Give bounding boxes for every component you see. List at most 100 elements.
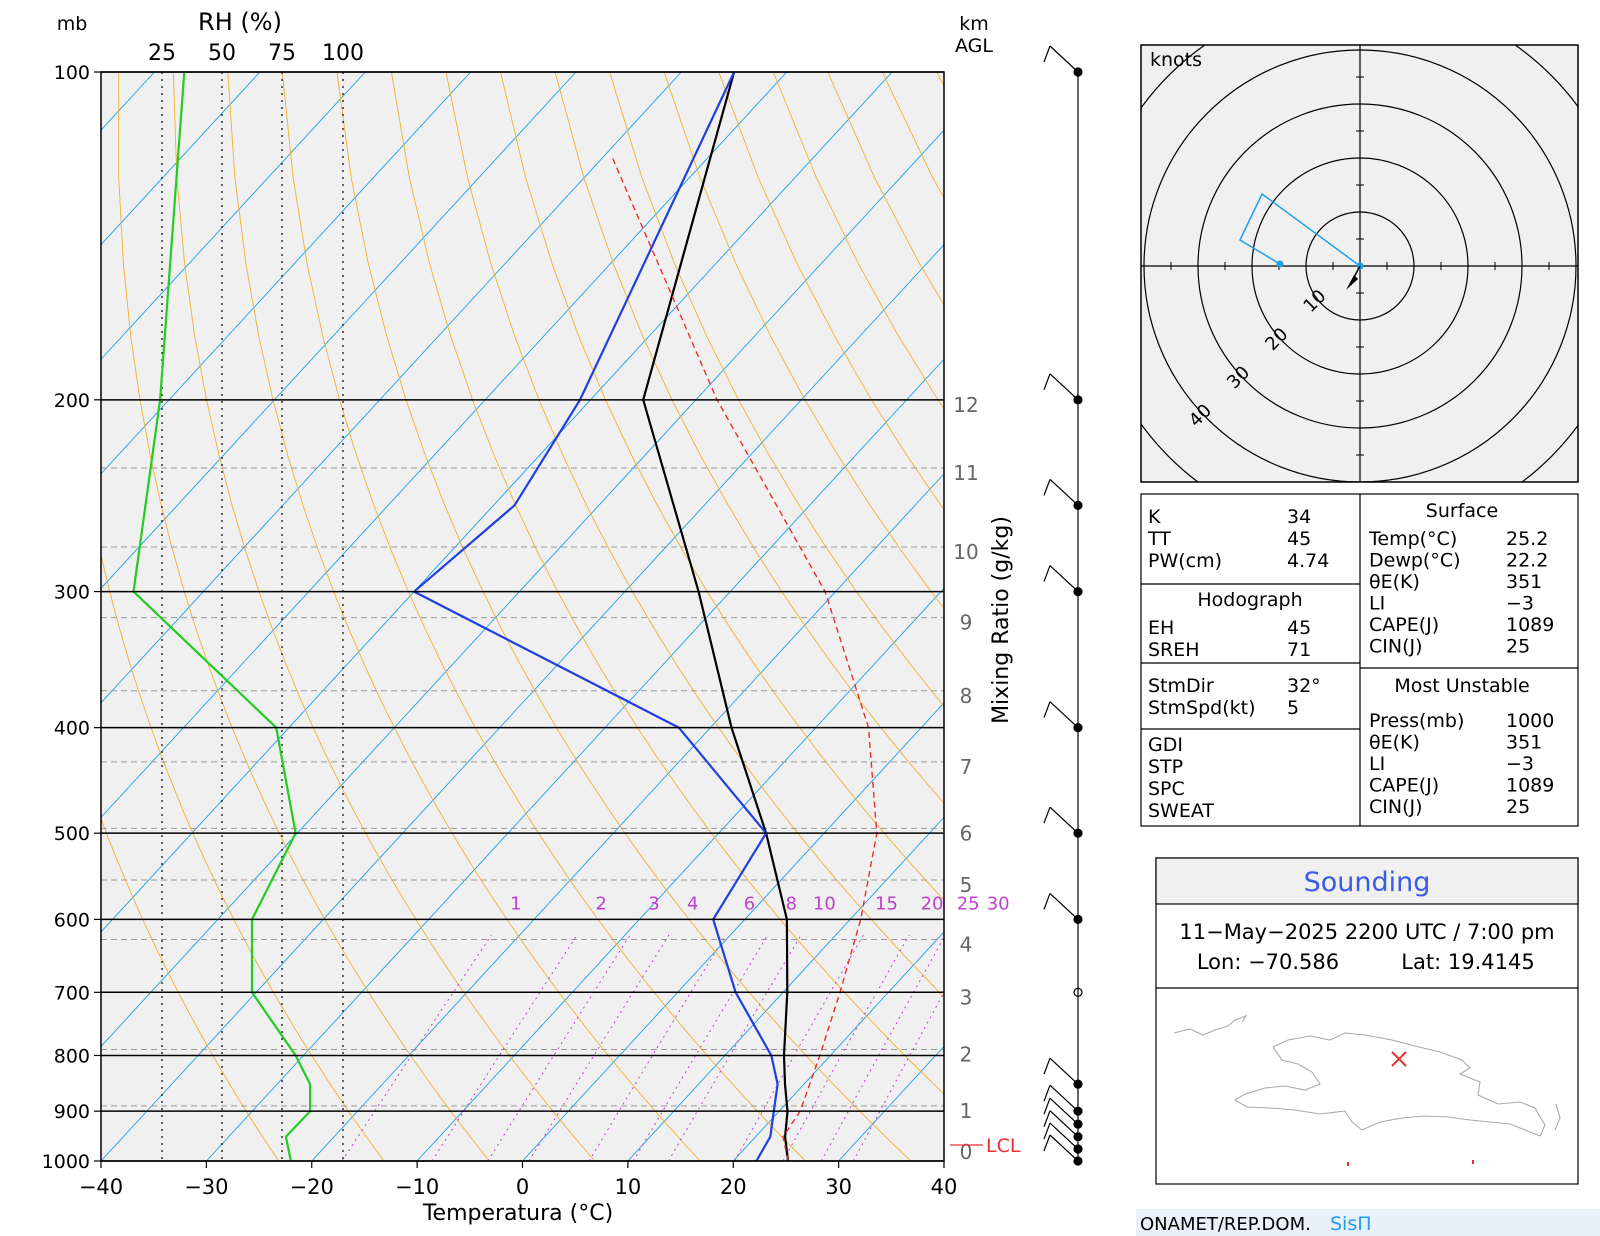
wind-barb-feather	[1043, 1110, 1051, 1127]
index-label: EH	[1148, 617, 1174, 639]
dry-adiabat-line	[1591, 72, 1600, 1161]
pressure-tick-label: 600	[54, 909, 90, 931]
rh-tick-75: 75	[268, 41, 296, 66]
map-coast-east	[1554, 1103, 1561, 1131]
temperature-tick-label: 30	[825, 1175, 852, 1199]
index-label: StmDir	[1148, 675, 1214, 697]
index-value: 351	[1506, 571, 1542, 593]
pressure-tick-labels: 100 200 300 400 500 600 700 800 900 1000	[42, 62, 90, 1173]
index-value: 34	[1287, 506, 1311, 528]
height-tick-label: 1	[960, 1099, 973, 1123]
index-label: SPC	[1148, 778, 1185, 800]
indices-values: K 34 TT 45 PW(cm) 4.74 Hodograph EH 45 SREH 71 StmD…	[1147, 500, 1554, 822]
pressure-tick-label: 1000	[42, 1151, 90, 1173]
isotherm-line	[101, 72, 577, 589]
lcl-label: LCL	[986, 1135, 1021, 1157]
isotherm-line	[101, 72, 471, 475]
index-value: 25	[1506, 796, 1530, 818]
wind-barb-shaft	[1049, 1097, 1079, 1125]
temperature-tick-label: −30	[184, 1175, 228, 1199]
mixing-ratio-tick-label: 15	[875, 893, 898, 914]
storm-motion-arrow	[1346, 275, 1358, 290]
wind-barbs	[1043, 45, 1083, 1166]
hodograph-trace	[1239, 192, 1361, 267]
isotherm-line	[311, 473, 944, 1161]
map-coast-west	[1173, 1014, 1248, 1036]
wind-barb-feather	[1043, 1122, 1051, 1140]
mb-label: mb	[57, 13, 88, 35]
mixing-ratio-tick-label: 25	[957, 893, 980, 914]
height-tick-label: 6	[960, 821, 973, 845]
wind-barb-feather	[1043, 45, 1051, 63]
sounding-lon: Lon: −70.586	[1197, 950, 1339, 974]
mixing-ratio-axis-title: Mixing Ratio (g/kg)	[989, 516, 1014, 724]
km-label: km	[959, 13, 989, 35]
height-tick-label: 3	[960, 985, 973, 1009]
index-value: 5	[1287, 697, 1299, 719]
wind-barb-shaft	[1049, 1122, 1079, 1150]
dry-adiabat-line	[172, 72, 596, 1161]
mixing-ratio-line	[588, 934, 727, 1161]
hodograph-point	[1276, 260, 1284, 268]
wind-barb-shaft	[1049, 1134, 1079, 1162]
pressure-tick-label: 200	[54, 390, 90, 412]
mixing-ratio-tick-labels: 1 2 3 4 6 8 10 15 20 25 30	[510, 893, 1009, 914]
isotherm-line	[732, 931, 944, 1161]
index-value: 25.2	[1506, 528, 1548, 550]
plot-background	[101, 72, 944, 1161]
pressure-tick-label: 800	[54, 1045, 90, 1067]
index-label: K	[1148, 506, 1161, 528]
wind-barb-shaft	[1049, 45, 1079, 73]
isotherm-line	[0, 72, 49, 1161]
index-label: SWEAT	[1148, 800, 1214, 822]
index-value: 4.74	[1287, 550, 1329, 572]
mixing-ratio-tick-label: 8	[785, 893, 796, 914]
footer-brand: SisΠ	[1330, 1213, 1372, 1235]
temperature-tick-labels: −40 −30 −20 −10 0 10 20 30 40	[79, 1161, 957, 1199]
wind-barb-feather	[1043, 1134, 1051, 1152]
x-axis-title: Temperatura (°C)	[422, 1201, 613, 1226]
isotherm-line	[101, 72, 682, 704]
index-label: CIN(J)	[1369, 636, 1423, 658]
rh-profile-line	[132, 72, 312, 1161]
mixing-ratio-line	[431, 934, 578, 1161]
footer-org: ONAMET/REP.DOM.	[1140, 1214, 1311, 1235]
temperature-tick-label: −40	[79, 1175, 123, 1199]
height-tick-label: 10	[953, 540, 978, 564]
dry-adiabat-line	[718, 72, 944, 511]
index-value: −3	[1506, 753, 1534, 775]
isotherm-line	[101, 244, 944, 1161]
index-value: 45	[1287, 617, 1311, 639]
wind-barb-shaft	[1049, 1057, 1079, 1085]
height-tick-label: 9	[960, 611, 973, 635]
dry-adiabat-line	[101, 817, 279, 1161]
rh-tick-25: 25	[148, 41, 176, 66]
index-value: 1000	[1506, 710, 1554, 732]
height-tick-label: 5	[960, 873, 973, 897]
index-value: 71	[1287, 639, 1311, 661]
dry-adiabat-line	[663, 72, 944, 610]
index-value: 25	[1506, 636, 1530, 658]
index-label: STP	[1148, 756, 1183, 778]
dry-adiabat-line	[609, 72, 944, 707]
footer-bar	[1136, 1209, 1600, 1236]
height-tick-label: 4	[960, 932, 973, 956]
sounding-datetime: 11−May−2025 2200 UTC / 7:00 pm	[1179, 920, 1554, 944]
mixing-ratio-line	[632, 934, 769, 1161]
wind-barb-feather	[1043, 806, 1051, 824]
index-label: Dewp(°C)	[1369, 550, 1461, 572]
mixing-ratio-tick-label: 10	[813, 893, 836, 914]
wind-barb-feather	[1043, 479, 1051, 496]
dry-adiabat-line	[336, 72, 912, 1161]
hodograph-section-title: Hodograph	[1197, 589, 1302, 611]
sounding-lat: Lat: 19.4145	[1401, 950, 1534, 974]
index-label: StmSpd(kt)	[1148, 697, 1255, 719]
temperature-tick-label: 0	[516, 1175, 529, 1199]
height-tick-label: 8	[960, 684, 973, 708]
rh-tick-50: 50	[208, 41, 236, 66]
mixing-ratio-tick-label: 2	[595, 893, 606, 914]
dry-adiabat-line	[227, 72, 701, 1161]
mixing-ratio-line	[341, 934, 492, 1161]
dry-adiabat-line	[118, 72, 490, 1161]
mixing-ratio-tick-label: 20	[921, 893, 944, 914]
